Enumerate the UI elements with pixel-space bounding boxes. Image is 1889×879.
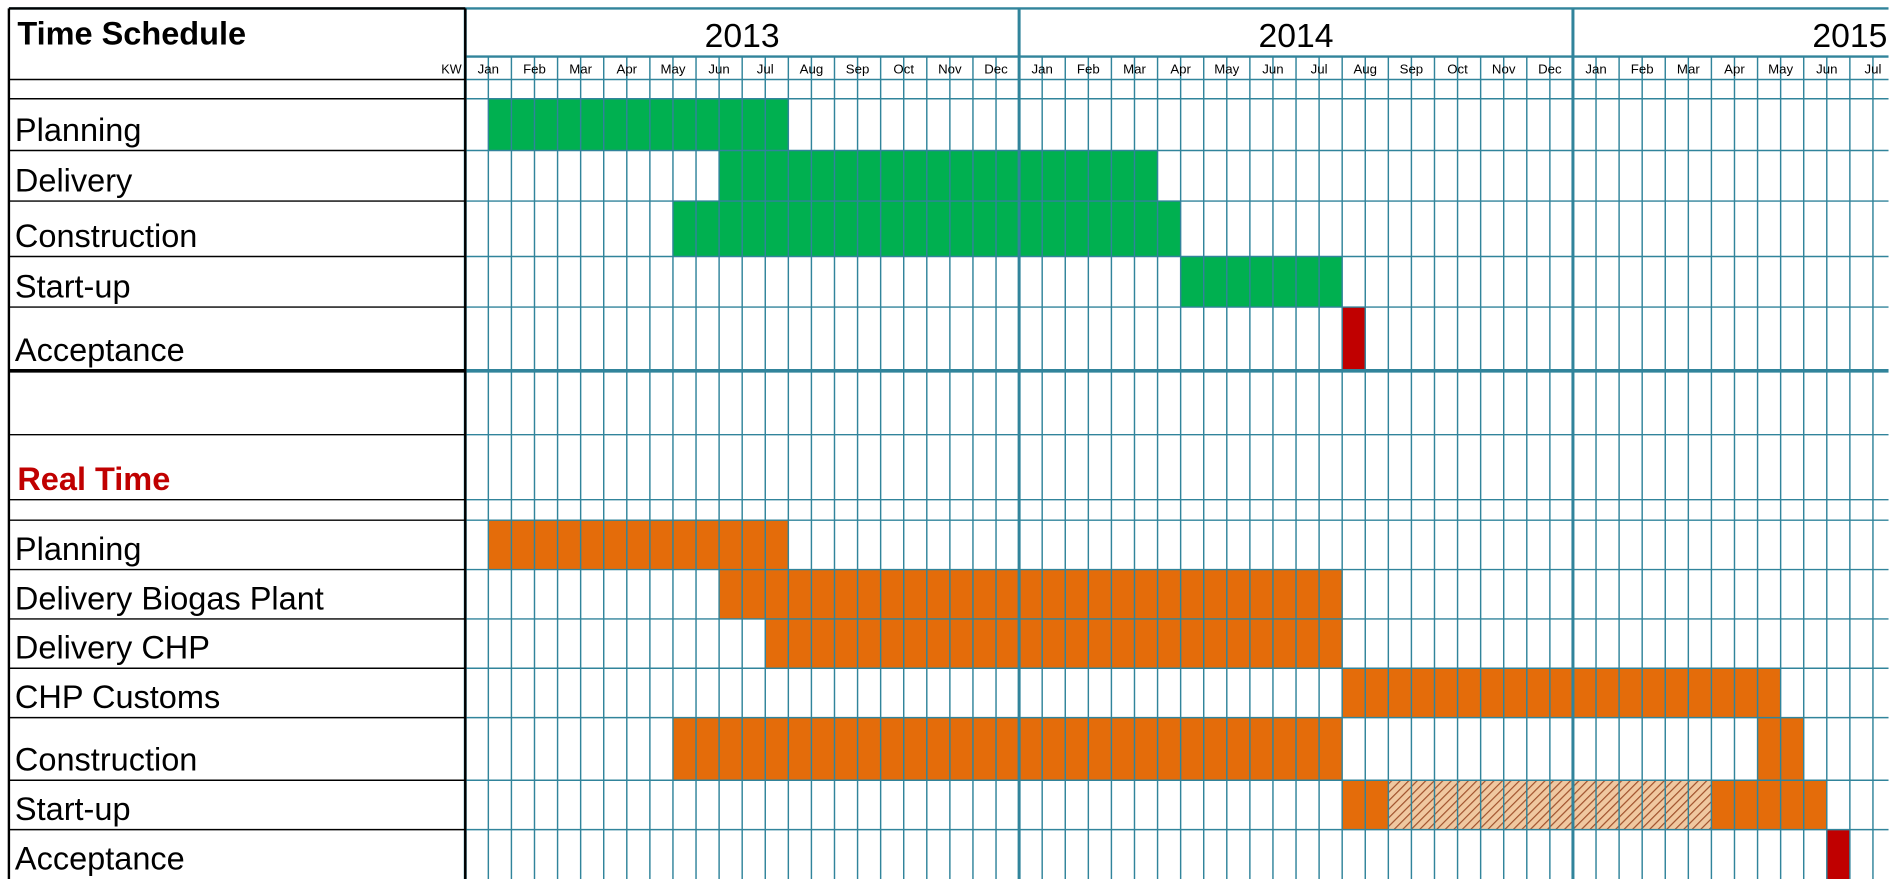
month-label: Jun: [708, 61, 729, 76]
month-label: Jun: [1262, 61, 1283, 76]
kw-label: KW: [441, 62, 461, 76]
month-label: Feb: [1631, 61, 1654, 76]
task-bar: [1711, 780, 1827, 830]
month-label: Apr: [1724, 61, 1745, 76]
month-label: Sep: [1400, 61, 1424, 76]
month-label: Apr: [1170, 61, 1191, 76]
month-label: Dec: [1538, 61, 1562, 76]
row-label: Start-up: [15, 791, 131, 827]
row-label: Planning: [15, 112, 142, 148]
row-label: Planning: [15, 531, 142, 567]
month-label: Aug: [800, 61, 824, 76]
task-bar: [719, 569, 1343, 619]
month-label: Jan: [478, 61, 499, 76]
month-label: Jul: [757, 61, 774, 76]
month-label: May: [1214, 61, 1239, 76]
task-bar: [765, 618, 1343, 669]
month-label: Nov: [1492, 61, 1516, 76]
month-label: Oct: [1447, 61, 1468, 76]
month-label: May: [1768, 61, 1793, 76]
task-bar: [1342, 307, 1366, 371]
year-label: 2015: [1812, 17, 1887, 55]
row-label: Delivery CHP: [15, 630, 210, 666]
row-label: Acceptance: [15, 840, 185, 876]
month-label: Oct: [893, 61, 914, 76]
title: Time Schedule: [17, 16, 246, 52]
task-bar: [672, 717, 1343, 781]
row-label: CHP Customs: [15, 679, 220, 715]
task-bar: [488, 520, 789, 570]
month-label: May: [660, 61, 685, 76]
row-label: Acceptance: [15, 332, 185, 368]
month-label: Nov: [938, 61, 962, 76]
month-label: Jul: [1864, 61, 1881, 76]
task-bar: [488, 98, 789, 151]
task-bar: [1342, 668, 1781, 718]
month-label: Jun: [1816, 61, 1837, 76]
month-label: Feb: [523, 61, 546, 76]
task-bar: [719, 150, 1158, 202]
month-label: Dec: [984, 61, 1008, 76]
row-label: Delivery: [15, 162, 133, 198]
row-label: Construction: [15, 742, 197, 778]
year-label: 2014: [1259, 17, 1334, 55]
year-label: 2013: [705, 17, 780, 55]
month-label: Mar: [1677, 61, 1700, 76]
row-label: Start-up: [15, 268, 131, 304]
month-label: Mar: [1123, 61, 1146, 76]
month-label: Aug: [1353, 61, 1377, 76]
section-label: Real Time: [17, 461, 170, 497]
month-label: Jan: [1585, 61, 1606, 76]
month-label: Feb: [1077, 61, 1100, 76]
month-label: Jan: [1032, 61, 1053, 76]
row-label: Construction: [15, 218, 197, 254]
month-label: Mar: [569, 61, 592, 76]
task-bar: [1180, 256, 1343, 308]
row-label: Delivery Biogas Plant: [15, 580, 324, 616]
month-label: Apr: [616, 61, 637, 76]
task-bar: [1826, 829, 1850, 879]
month-label: Sep: [846, 61, 870, 76]
month-label: Jul: [1311, 61, 1328, 76]
